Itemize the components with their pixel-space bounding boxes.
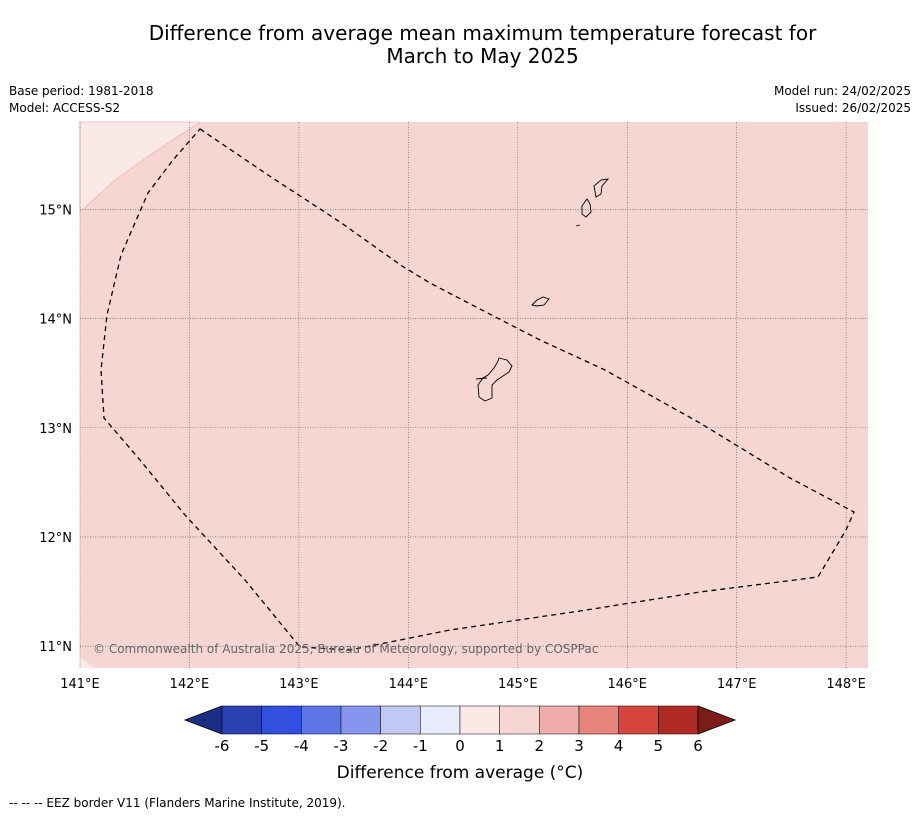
light-anomaly-corner (80, 657, 93, 668)
eez-footnote: -- -- -- EEZ border V11 (Flanders Marine… (9, 796, 346, 810)
colorbar-cell (420, 705, 461, 735)
colorbar-cell (499, 705, 540, 735)
lat-tick-label: 11°N (39, 640, 72, 655)
lat-tick-label: 14°N (39, 313, 72, 328)
colorbar-cell (221, 705, 262, 735)
tinian-island (581, 198, 592, 218)
colorbar-high-extend (697, 705, 737, 735)
colorbar-tick-label: 5 (654, 737, 664, 755)
gridlines (79, 122, 868, 668)
rota-island (531, 296, 550, 307)
colorbar-cell (301, 705, 342, 735)
axis-tick-labels: 141°E 142°E 143°E 144°E 145°E 146°E 147°E 148°E… (39, 203, 866, 692)
saipan-island (593, 178, 610, 198)
colorbar-tick-labels: -6 -5 -4 -3 -2 -1 0 1 2 3 4 5 6 (215, 737, 703, 755)
colorbar-cell (340, 705, 381, 735)
lon-tick-label: 145°E (498, 677, 538, 692)
model-info: Base period: 1981-2018 Model: ACCESS-S2 (9, 83, 154, 117)
guam-island (477, 357, 513, 402)
copyright-watermark: © Commonwealth of Australia 2025, Bureau… (93, 642, 598, 656)
map-title: Difference from average mean maximum tem… (80, 22, 885, 68)
colorbar-tick-label: 1 (495, 737, 505, 755)
colorbar-cell (380, 705, 421, 735)
title-line-2: March to May 2025 (386, 44, 579, 68)
lon-tick-label: 147°E (717, 677, 757, 692)
lat-tick-label: 12°N (39, 531, 72, 546)
lon-tick-label: 146°E (607, 677, 647, 692)
colorbar-cell (618, 705, 659, 735)
model-label: Model: ACCESS-S2 (9, 101, 121, 115)
model-run-label: Model run: 24/02/2025 (773, 84, 911, 98)
colorbar-cells (221, 705, 699, 735)
lon-tick-label: 148°E (826, 677, 866, 692)
title-line-1: Difference from average mean maximum tem… (148, 21, 817, 45)
lon-tick-label: 142°E (170, 677, 210, 692)
colorbar-cell (578, 705, 619, 735)
islands (475, 178, 610, 402)
colorbar-cell (459, 705, 500, 735)
lat-tick-label: 15°N (39, 203, 72, 218)
base-period-label: Base period: 1981-2018 (9, 84, 154, 98)
colorbar-tick-label: 2 (535, 737, 545, 755)
colorbar-tick-label: -2 (373, 737, 388, 755)
colorbar-tick-label: -5 (254, 737, 269, 755)
colorbar-tick-label: 3 (574, 737, 584, 755)
colorbar-tick-label: -6 (215, 737, 230, 755)
colorbar-tick-label: 4 (614, 737, 624, 755)
colorbar-cell (658, 705, 699, 735)
lon-tick-label: 143°E (279, 677, 319, 692)
colorbar-tick-label: -4 (294, 737, 309, 755)
colorbar: -6 -5 -4 -3 -2 -1 0 1 2 3 4 5 6 (183, 705, 737, 755)
issued-label: Issued: 26/02/2025 (795, 101, 911, 115)
colorbar-tick-label: 0 (455, 737, 465, 755)
colorbar-tick-label: 6 (693, 737, 703, 755)
colorbar-label: Difference from average (°C) (336, 763, 584, 783)
lon-tick-label: 141°E (60, 677, 100, 692)
aguijan-island (575, 224, 581, 227)
colorbar-tick-label: -1 (413, 737, 428, 755)
lon-tick-label: 144°E (389, 677, 429, 692)
lat-tick-label: 13°N (39, 422, 72, 437)
colorbar-low-extend (183, 705, 223, 735)
colorbar-tick-label: -3 (334, 737, 349, 755)
guam-reef-line (475, 377, 488, 380)
issue-info: Model run: 24/02/2025 Issued: 26/02/2025 (774, 83, 911, 117)
colorbar-cell (539, 705, 580, 735)
colorbar-cell (261, 705, 302, 735)
